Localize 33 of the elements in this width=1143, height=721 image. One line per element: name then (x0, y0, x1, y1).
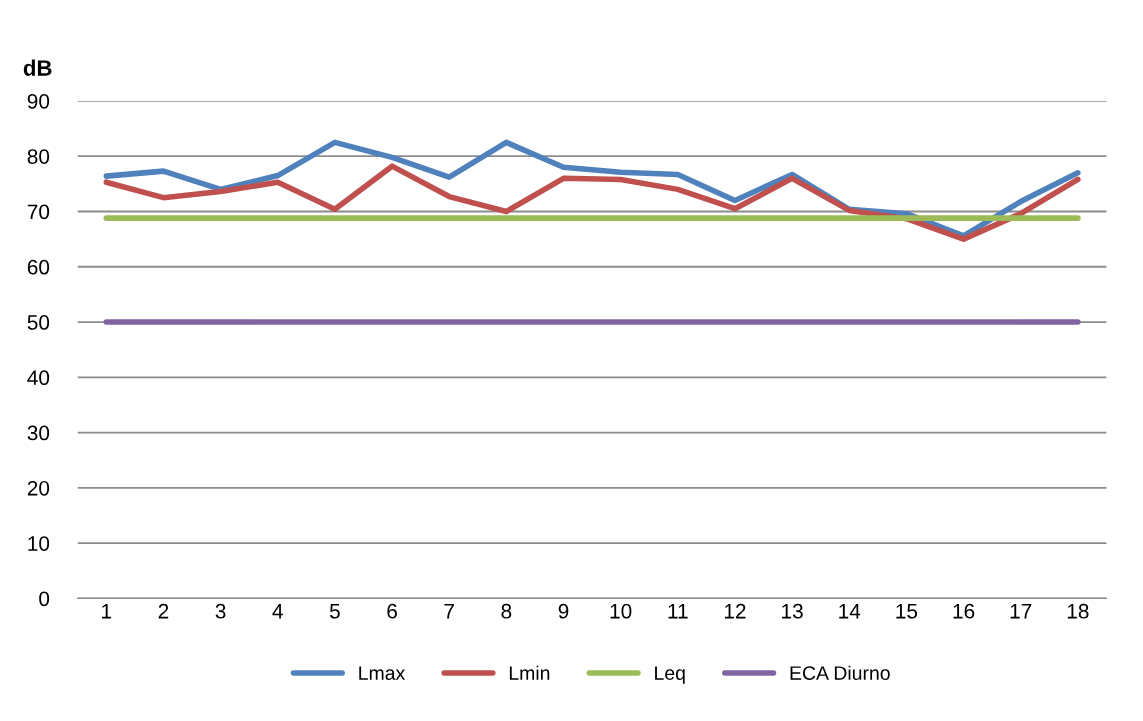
y-tick-label: 70 (27, 204, 50, 220)
y-tick-label: 50 (27, 315, 50, 330)
legend-label: ECA Diurno (790, 665, 890, 680)
x-tick-label: 6 (387, 603, 397, 619)
x-tick-label: 10 (610, 603, 632, 619)
legend-label: Leq (655, 666, 685, 684)
y-tick-label: 90 (27, 93, 50, 109)
legend-label: Lmax (359, 666, 406, 680)
x-tick-label: 5 (329, 604, 340, 619)
x-tick-label: 13 (782, 603, 803, 619)
x-tick-label: 1 (102, 604, 112, 619)
y-tick-label: 0 (39, 591, 50, 607)
x-tick-label: 16 (953, 603, 975, 619)
x-tick-label: 15 (896, 604, 918, 619)
x-tick-label: 2 (158, 603, 169, 619)
x-tick-label: 12 (724, 603, 746, 619)
y-axis-title: dB (23, 59, 52, 76)
x-tick-label: 17 (1010, 604, 1032, 619)
y-tick-label: 20 (27, 480, 50, 496)
x-tick-label: 9 (558, 603, 569, 619)
y-tick-label: 80 (27, 149, 50, 164)
x-tick-label: 11 (668, 604, 688, 619)
x-tick-label: 7 (444, 604, 454, 619)
x-tick-label: 3 (215, 603, 226, 619)
y-tick-label: 30 (27, 425, 50, 441)
x-tick-label: 14 (839, 604, 861, 619)
x-tick-label: 18 (1067, 603, 1089, 619)
x-tick-label: 4 (272, 604, 283, 619)
y-tick-label: 10 (28, 536, 50, 551)
legend-label: Lmin (509, 665, 550, 680)
x-tick-label: 8 (501, 603, 512, 619)
y-tick-label: 60 (27, 259, 50, 275)
y-tick-label: 40 (27, 370, 50, 386)
